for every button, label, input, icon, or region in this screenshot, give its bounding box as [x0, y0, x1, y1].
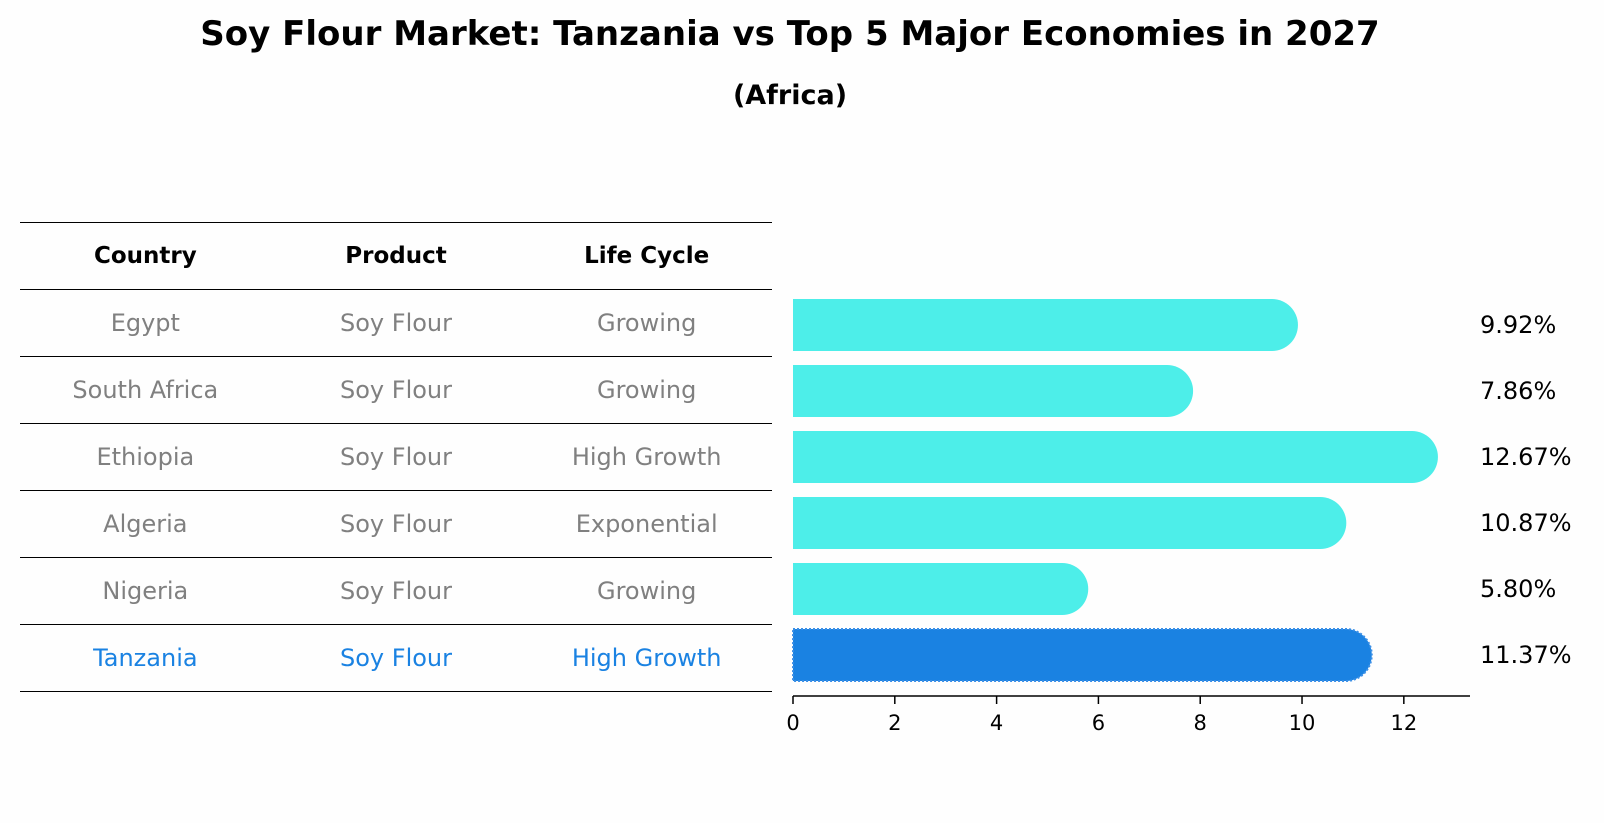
data-label: 11.37%	[1480, 641, 1572, 669]
country-cell: Egypt	[110, 309, 180, 337]
table-row: Ethiopia Soy Flour High Growth	[20, 424, 772, 491]
data-label: 5.80%	[1480, 575, 1556, 603]
country-cell: Tanzania	[93, 644, 198, 672]
country-cell: Algeria	[103, 510, 188, 538]
life-cycle-cell: Exponential	[575, 510, 718, 538]
country-table: Country Product Life Cycle Egypt Soy Flo…	[20, 222, 772, 692]
header-product: Product	[345, 243, 447, 269]
x-tick-label: 0	[786, 711, 799, 735]
table-row: Egypt Soy Flour Growing	[20, 290, 772, 357]
bar-tanzania	[792, 628, 1373, 682]
table-header-row: Country Product Life Cycle	[20, 222, 772, 290]
country-cell: South Africa	[72, 376, 219, 404]
x-tick-label: 10	[1289, 711, 1316, 735]
life-cycle-cell: Growing	[596, 376, 697, 404]
x-tick-label: 12	[1390, 711, 1417, 735]
life-cycle-cell: High Growth	[571, 443, 722, 471]
table-row-highlight: Tanzania Soy Flour High Growth	[20, 625, 772, 692]
life-cycle-cell: High Growth	[571, 644, 722, 672]
table-row: South Africa Soy Flour Growing	[20, 357, 772, 424]
bar-algeria	[793, 497, 1347, 549]
data-label: 10.87%	[1480, 509, 1572, 537]
data-label: 7.86%	[1480, 377, 1556, 405]
country-cell: Nigeria	[102, 577, 189, 605]
country-cell: Ethiopia	[96, 443, 195, 471]
product-cell: Soy Flour	[340, 376, 452, 404]
x-tick-label: 2	[888, 711, 901, 735]
table-row: Algeria Soy Flour Exponential	[20, 491, 772, 558]
life-cycle-cell: Growing	[596, 577, 697, 605]
chart-title: Soy Flour Market: Tanzania vs Top 5 Majo…	[200, 14, 1380, 54]
product-cell: Soy Flour	[340, 309, 452, 337]
table-row: Nigeria Soy Flour Growing	[20, 558, 772, 625]
header-country: Country	[93, 243, 197, 269]
bar-south-africa	[793, 365, 1194, 417]
product-cell: Soy Flour	[340, 510, 452, 538]
x-tick-label: 8	[1194, 711, 1207, 735]
header-life-cycle: Life Cycle	[584, 243, 710, 269]
x-tick-label: 6	[1092, 711, 1105, 735]
data-label: 9.92%	[1480, 311, 1556, 339]
product-cell: Soy Flour	[340, 577, 452, 605]
x-tick-label: 4	[990, 711, 1003, 735]
bar-nigeria	[793, 563, 1089, 615]
product-cell: Soy Flour	[340, 644, 452, 672]
bar-egypt	[793, 299, 1298, 351]
bar-ethiopia	[793, 431, 1438, 483]
product-cell: Soy Flour	[340, 443, 452, 471]
chart-subtitle: (Africa)	[732, 80, 848, 111]
data-label: 12.67%	[1480, 443, 1572, 471]
life-cycle-cell: Growing	[596, 309, 697, 337]
